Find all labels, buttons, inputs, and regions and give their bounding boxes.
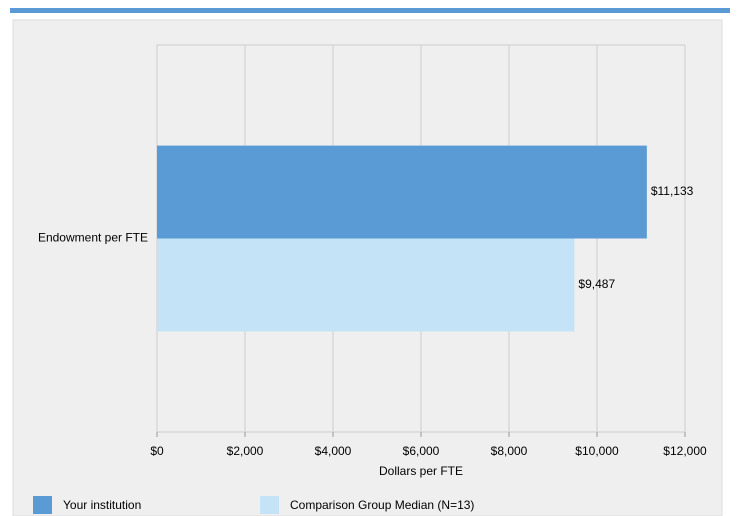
legend-swatch (260, 496, 279, 514)
x-tick-label: $12,000 (663, 444, 707, 458)
bar (157, 238, 575, 332)
legend-swatch (33, 496, 52, 514)
x-tick-label: $8,000 (491, 444, 528, 458)
x-tick-label: $10,000 (575, 444, 619, 458)
x-axis-title: Dollars per FTE (379, 464, 463, 478)
legend-label: Comparison Group Median (N=13) (290, 498, 474, 512)
y-tick-label: Endowment per FTE (38, 231, 148, 245)
x-tick-label: $6,000 (403, 444, 440, 458)
bar (157, 145, 647, 239)
header-bar (10, 8, 730, 13)
x-tick-label: $4,000 (315, 444, 352, 458)
x-tick-label: $0 (150, 444, 164, 458)
value-label: $11,133 (651, 184, 694, 198)
value-label: $9,487 (578, 277, 615, 291)
legend-label: Your institution (63, 498, 141, 512)
x-tick-label: $2,000 (227, 444, 264, 458)
